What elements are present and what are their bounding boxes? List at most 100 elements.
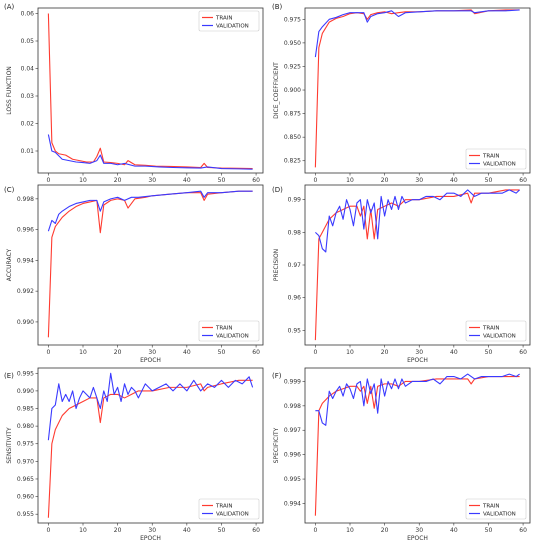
x-tick-label: 0: [313, 527, 317, 534]
y-tick-label: 0.03: [21, 93, 35, 100]
y-tick-label: 0.998: [284, 403, 301, 410]
x-tick-label: 50: [218, 349, 226, 356]
y-tick-label: 0.998: [17, 196, 34, 203]
x-tick-label: 60: [252, 527, 260, 534]
x-axis-label: EPOCH: [140, 357, 161, 364]
legend-label: TRAIN: [215, 326, 232, 332]
x-tick-label: 50: [485, 527, 493, 534]
series-line-validation: [47, 134, 253, 170]
x-tick-label: 0: [313, 177, 317, 184]
plot-frame: [37, 7, 264, 174]
y-axis-label: PRECISION: [273, 249, 280, 281]
x-tick-label: 40: [183, 177, 191, 184]
chart-panel: (B) 0 10 20 30 40 50 60 0.825 0.850 0.875 0.900 0.92…: [272, 3, 531, 192]
y-tick-label: 0.990: [17, 319, 34, 326]
series-line-validation: [314, 9, 520, 58]
legend-box: [198, 10, 260, 32]
y-tick-label: 0.995: [17, 370, 34, 377]
x-tick-label: 20: [114, 527, 122, 534]
series-line-validation: [47, 190, 253, 232]
legend-box: [198, 498, 260, 520]
y-tick-label: 0.825: [284, 158, 301, 165]
panel-label: (D): [272, 186, 283, 194]
series-line-train: [47, 190, 253, 338]
x-tick-label: 20: [381, 527, 389, 534]
x-tick-label: 0: [46, 177, 50, 184]
chart-panel: (E) 0 10 20 30 40 50 60 0.955 0.960 0.965 0.970 0.97…: [4, 367, 264, 542]
x-axis-label: EPOCH: [407, 535, 428, 542]
series-line-validation: [315, 373, 520, 426]
y-tick-label: 0.97: [288, 262, 302, 269]
legend-label: VALIDATION: [483, 334, 516, 340]
x-tick-label: 30: [415, 177, 423, 184]
legend-box: [465, 148, 527, 170]
x-tick-label: 20: [381, 177, 389, 184]
panel-label: (F): [272, 372, 282, 380]
x-tick-label: 40: [450, 349, 458, 356]
x-axis-label: EPOCH: [407, 357, 428, 364]
y-tick-label: 0.975: [17, 441, 34, 448]
x-tick-label: 30: [148, 177, 156, 184]
panel-label: (E): [4, 372, 14, 380]
chart-panel: (A) 0 10 20 30 40 50 60 0.01 0.02 0.03 0.04 0.05 0.06…: [4, 3, 264, 192]
legend-label: VALIDATION: [216, 512, 249, 518]
x-tick-label: 60: [519, 177, 527, 184]
y-tick-label: 0.996: [284, 452, 301, 459]
legend-box: [465, 498, 527, 520]
x-axis-label: EPOCH: [140, 535, 161, 542]
y-tick-label: 0.95: [288, 327, 302, 334]
legend-label: VALIDATION: [483, 512, 516, 518]
x-tick-label: 50: [485, 177, 493, 184]
panel-label: (C): [4, 186, 15, 194]
x-tick-label: 20: [114, 349, 122, 356]
legend-label: VALIDATION: [483, 162, 516, 168]
y-tick-label: 0.925: [284, 63, 301, 70]
y-tick-label: 0.997: [284, 427, 301, 434]
y-tick-label: 0.990: [17, 388, 34, 395]
x-tick-label: 10: [79, 349, 87, 356]
series-line-train: [314, 375, 520, 516]
plot-frame: [37, 184, 264, 346]
panel-label: (B): [272, 3, 283, 11]
y-axis-label: SPECIFICITY: [273, 427, 280, 463]
y-tick-label: 0.965: [17, 476, 34, 483]
y-tick-label: 0.999: [284, 378, 301, 385]
x-tick-label: 30: [415, 527, 423, 534]
series-line-train: [314, 189, 520, 341]
x-tick-label: 40: [183, 349, 191, 356]
y-tick-label: 0.98: [288, 229, 302, 236]
x-tick-label: 10: [346, 527, 354, 534]
y-tick-label: 0.01: [21, 148, 35, 155]
x-tick-label: 0: [46, 527, 50, 534]
y-tick-label: 0.994: [284, 500, 301, 507]
legend-label: VALIDATION: [216, 334, 249, 340]
y-tick-label: 0.875: [284, 111, 301, 118]
y-tick-label: 0.980: [17, 423, 34, 430]
legend-box: [465, 320, 527, 342]
x-tick-label: 10: [346, 177, 354, 184]
legend-label: TRAIN: [482, 326, 499, 332]
legend-label: TRAIN: [215, 16, 232, 22]
y-tick-label: 0.994: [17, 257, 34, 264]
y-axis-label: DICE_COEFFICIENT: [273, 62, 280, 119]
x-tick-label: 40: [183, 527, 191, 534]
y-axis-label: ACCURACY: [6, 248, 13, 281]
series-line-train: [47, 13, 253, 170]
x-tick-label: 60: [252, 349, 260, 356]
x-tick-label: 40: [450, 177, 458, 184]
x-tick-label: 30: [148, 349, 156, 356]
x-tick-label: 50: [218, 177, 226, 184]
y-tick-label: 0.96: [288, 295, 302, 302]
chart-panel: (F) 0 10 20 30 40 50 60 0.994 0.995 0.996 0.997 0.99…: [272, 367, 531, 542]
y-tick-label: 0.960: [17, 494, 34, 501]
y-tick-label: 0.985: [17, 406, 34, 413]
y-axis-label: SENSITIVITY: [6, 427, 13, 464]
x-tick-label: 10: [346, 349, 354, 356]
panel-label: (A): [4, 3, 15, 11]
x-tick-label: 30: [148, 527, 156, 534]
x-tick-label: 60: [519, 349, 527, 356]
y-tick-label: 0.900: [284, 87, 301, 94]
y-tick-label: 0.992: [17, 288, 34, 295]
legend-label: TRAIN: [482, 154, 499, 160]
